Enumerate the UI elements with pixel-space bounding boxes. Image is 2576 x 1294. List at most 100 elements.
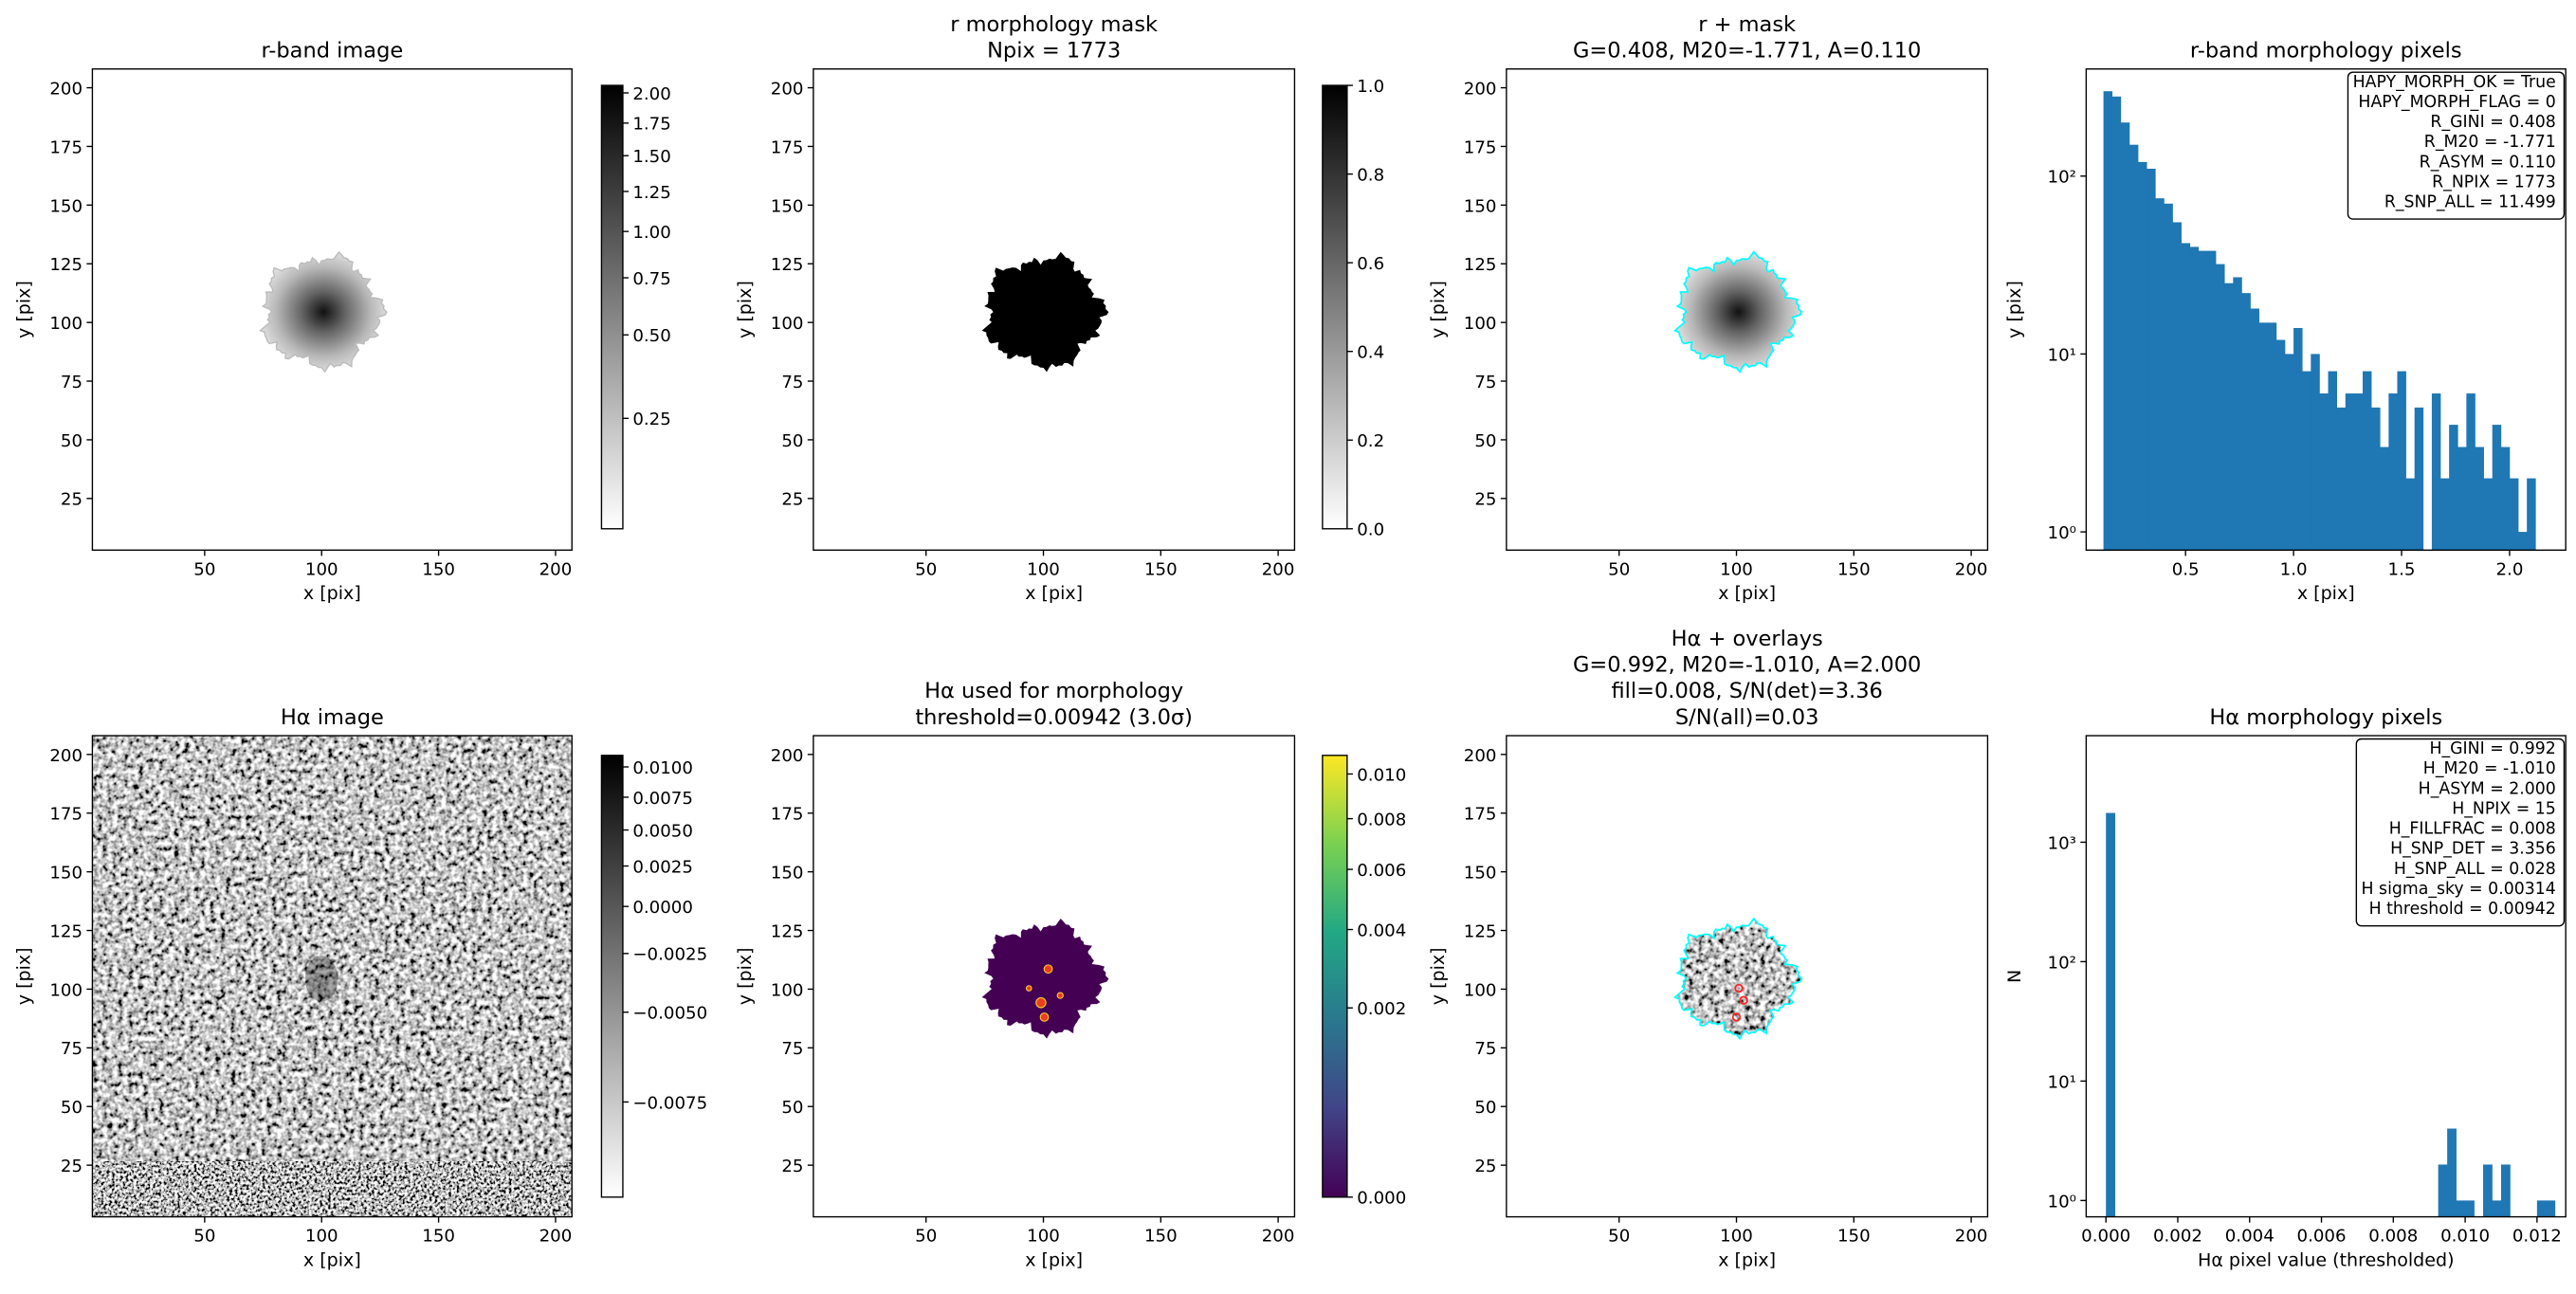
x-axis-label: x [pix] [1025,583,1083,604]
colorbar-tick-label: 0.000 [1357,1189,1406,1209]
axes-frame [91,68,573,551]
x-tick-label: 100 [305,1227,338,1247]
y-tick-label: 100 [771,980,804,1000]
x-axis-label: x [pix] [1025,1250,1083,1271]
y-tick-label: 10¹ [2048,1072,2076,1092]
hist-bar [2414,407,2424,551]
hist-bar [2302,371,2311,551]
axes-frame [813,735,1296,1218]
hist-bar [2198,250,2208,551]
y-axis-label: y [pix] [1428,281,1449,338]
x-axis-label: x [pix] [2297,583,2355,604]
y-tick-label: 25 [1474,490,1496,510]
hist-bar [2138,161,2147,551]
x-tick-label: 0.008 [2368,1227,2418,1247]
colorbar-tick-label: −0.0075 [632,1093,707,1113]
y-tick-label: 75 [61,1039,82,1059]
chart-title: Hα + overlays [1672,627,1823,651]
colorbar-tick-label: 0.010 [1357,765,1406,785]
y-tick-label: 25 [781,1157,803,1176]
y-tick-label: 10⁰ [2048,1192,2076,1212]
stats-line: H_M20 = -1.010 [2423,759,2556,778]
hist-bar [2267,322,2277,551]
plot-area [981,919,1109,1039]
colorbar [600,84,624,530]
x-tick-label: 100 [1720,1227,1753,1247]
stats-line: R_ASYM = 0.110 [2420,153,2556,172]
y-tick-label: 100 [1464,980,1497,1000]
y-tick-label: 75 [1474,1039,1496,1059]
hist-bar [2147,168,2156,551]
y-tick-label: 25 [61,1157,82,1176]
colorbar-tick-label: 1.50 [632,147,670,167]
y-tick-label: 200 [1464,79,1497,99]
y-tick-label: 125 [771,921,804,941]
axes-frame [1506,68,1989,551]
hist-bar [2155,198,2165,551]
hist-bar [2440,478,2450,551]
y-axis-label: y [pix] [14,281,35,338]
x-tick-label: 1.0 [2280,559,2308,579]
hist-bar [2353,393,2364,551]
colorbar-tick-label: 0.75 [632,269,670,289]
axes-frame [2085,735,2567,1218]
hist-bar [2311,354,2320,551]
y-tick-label: 175 [771,137,804,157]
chart-title: r + mask [1698,12,1796,37]
chart-title: G=0.992, M20=-1.010, A=2.000 [1573,652,1921,677]
x-tick-label: 200 [539,1227,573,1247]
x-tick-label: 150 [1144,1227,1178,1247]
x-tick-label: 50 [193,1227,215,1247]
x-tick-label: 2.0 [2495,559,2523,579]
y-tick-label: 50 [781,1098,803,1118]
chart-title: Npix = 1773 [987,39,1121,64]
hist-bar [2438,1164,2448,1217]
y-tick-label: 200 [771,746,804,766]
stats-box-frame [2355,738,2566,927]
x-tick-label: 150 [1837,559,1871,579]
y-tick-label: 75 [781,373,803,392]
colorbar-tick-label: 0.2 [1357,431,1384,451]
hist-bar [2518,532,2528,551]
y-tick-label: 150 [49,196,82,216]
y-tick-label: 125 [1464,921,1497,941]
colorbar-tick-label: 0.0050 [632,821,693,841]
x-tick-label: 0.010 [2440,1227,2490,1247]
colorbar-tick-label: −0.0050 [632,1004,707,1024]
hist-bar [2103,91,2113,551]
chart-title: G=0.408, M20=-1.771, A=0.110 [1573,39,1921,64]
mask-contour [1672,917,1803,1041]
y-tick-label: 75 [1474,373,1496,392]
y-tick-label: 175 [49,805,82,825]
y-axis-label: y [pix] [14,947,35,1005]
hist-bar [2250,308,2259,551]
colorbar-tick-label: 0.25 [632,410,670,429]
y-tick-label: 75 [781,1039,803,1059]
hist-bar [2536,1200,2547,1217]
chart-title: fill=0.008, S/N(det)=3.36 [1611,679,1882,703]
colorbar-tick-label: 0.0 [1357,520,1384,540]
y-tick-label: 125 [49,921,82,941]
hot-pixel [1056,992,1064,999]
y-tick-label: 125 [1464,255,1497,275]
chart-title: Hα morphology pixels [2209,705,2442,730]
colorbar-tick-label: 1.00 [632,223,670,243]
hist-bar [2492,1200,2502,1217]
hist-bar [2111,96,2122,551]
hist-bar [2275,339,2286,551]
plot-area [2106,812,2556,1217]
hist-bar [2405,478,2416,551]
det-contour [1734,983,1744,993]
y-tick-label: 25 [1474,1157,1496,1176]
colorbar [1322,84,1348,530]
x-tick-label: 0.5 [2172,559,2200,579]
hot-pixel [1043,964,1053,975]
colorbar-tick-label: 0.0100 [632,758,693,778]
det-contour [1731,1012,1742,1022]
stats-line: H_NPIX = 15 [2452,799,2556,818]
x-axis-label: x [pix] [1718,1250,1776,1271]
colorbar [1322,755,1348,1198]
hist-bar [2206,250,2217,551]
